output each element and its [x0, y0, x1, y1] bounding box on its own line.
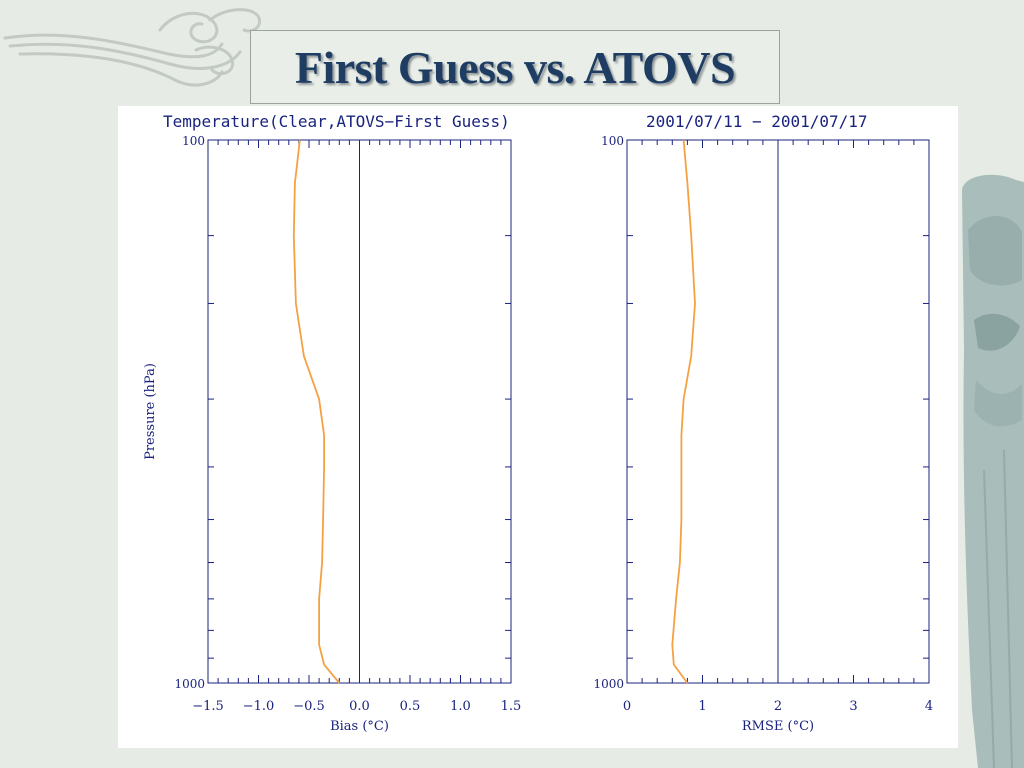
x-tick-label: 1.0: [450, 699, 471, 714]
series-line-1: [292, 139, 340, 684]
x-tick-label: 2: [774, 699, 782, 714]
x-tick-label: 1.5: [501, 699, 522, 714]
header-right-dates: 2001/07/11 − 2001/07/17: [646, 112, 868, 131]
swirl-ornament: [3, 8, 261, 87]
y-tick-label-top: 100: [182, 134, 205, 148]
y-axis-label: Pressure (hPa): [143, 363, 158, 460]
x-tick-label: 0.0: [349, 699, 370, 714]
x-axis-label: Bias (°C): [330, 719, 389, 734]
x-tick-label: 0: [623, 699, 631, 714]
x-tick-label: −0.5: [293, 699, 325, 714]
header-left-title: Temperature(Clear,ATOVS−First Guess): [163, 112, 510, 131]
x-axis-label: RMSE (°C): [742, 719, 814, 734]
chart-panel: Temperature(Clear,ATOVS−First Guess) 200…: [118, 106, 958, 748]
pillar-ornament: [962, 174, 1024, 768]
profile-charts: Temperature(Clear,ATOVS−First Guess) 200…: [143, 112, 933, 734]
series-line-1: [671, 139, 696, 684]
x-tick-label: 4: [925, 699, 933, 714]
chart-2: 0 1 2 3 4 100 1000 RMSE (°C): [593, 134, 933, 734]
slide-title: First Guess vs. ATOVS: [294, 41, 736, 93]
slide-title-box: First Guess vs. ATOVS: [250, 30, 780, 104]
y-tick-label-top: 100: [601, 134, 624, 148]
y-tick-label-bottom: 1000: [174, 677, 205, 691]
x-tick-label: −1.5: [192, 699, 224, 714]
x-tick-label: −1.0: [243, 699, 275, 714]
x-tick-label: 1: [698, 699, 706, 714]
y-tick-label-bottom: 1000: [593, 677, 624, 691]
x-tick-label: 0.5: [400, 699, 421, 714]
chart-1: −1.5 −1.0 −0.5 0.0 0.5 1.0 1.5 100 1000 Bias (°C)…: [143, 134, 521, 734]
x-tick-label: 3: [849, 699, 857, 714]
